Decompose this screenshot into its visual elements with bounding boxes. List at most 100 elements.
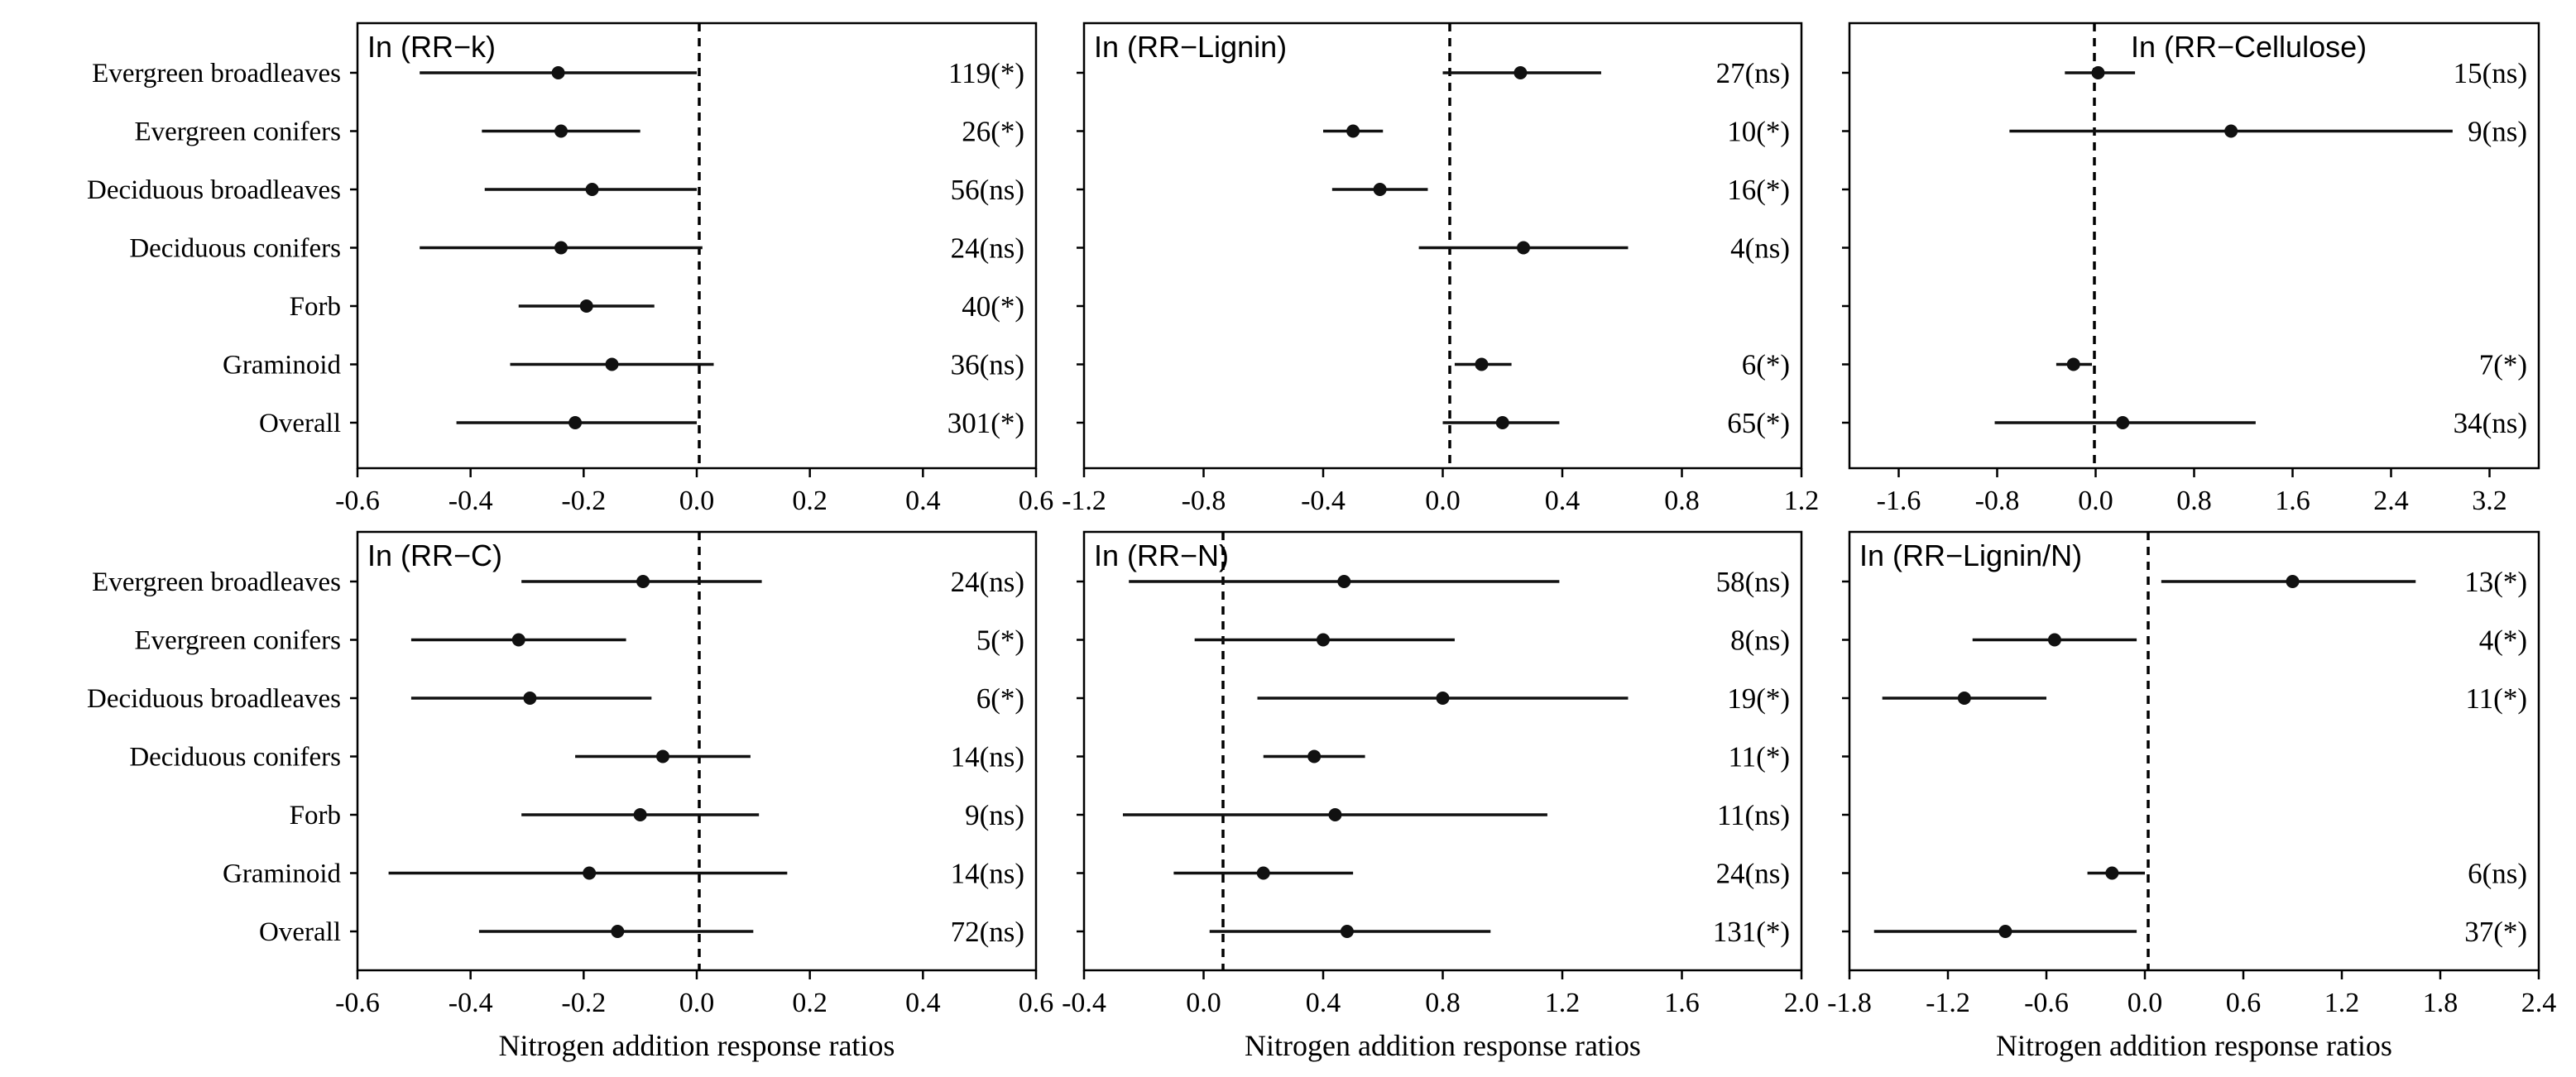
sample-size-label: 6(*) — [1742, 349, 1790, 381]
mean-point — [2105, 866, 2119, 880]
sample-size-label: 11(*) — [1728, 741, 1790, 773]
category-label: Evergreen broadleaves — [92, 567, 341, 597]
sample-size-label: 16(*) — [1727, 174, 1790, 206]
x-tick-label: 3.2 — [2472, 486, 2507, 516]
x-tick-label: -0.2 — [561, 988, 606, 1018]
x-tick-label: 0.4 — [1545, 486, 1581, 516]
sample-size-label: 7(*) — [2479, 349, 2527, 381]
sample-size-label: 24(ns) — [951, 566, 1024, 598]
forest-panel-2: In (RR−Lignin) -1.2 -0.8 -0.4 0.0 0.4 0.8 1.2 27… — [1062, 22, 1820, 516]
category-label: Graminoid — [223, 859, 341, 889]
mean-point — [568, 416, 583, 429]
sample-size-label: 24(ns) — [1716, 858, 1790, 890]
x-tick-label: 0.4 — [1306, 988, 1341, 1018]
category-label: Deciduous broadleaves — [87, 684, 341, 714]
sample-size-label: 19(*) — [1727, 682, 1790, 715]
x-tick-label: -0.2 — [561, 486, 606, 516]
panel-frame — [1848, 22, 2540, 470]
mean-point — [1256, 866, 1270, 880]
mean-point — [1317, 633, 1330, 647]
x-tick-label: 1.8 — [2423, 988, 2458, 1018]
mean-point — [1373, 183, 1387, 196]
sample-size-label: 6(ns) — [2468, 858, 2527, 890]
mean-point — [2224, 124, 2238, 138]
x-tick-label: -0.8 — [1182, 486, 1226, 516]
panel-frame — [1848, 530, 2540, 972]
mean-point — [605, 357, 619, 371]
sample-size-label: 36(ns) — [951, 349, 1024, 381]
mean-point — [1517, 241, 1531, 255]
x-tick-label: 1.2 — [1784, 486, 1820, 516]
x-tick-label: 2.4 — [2521, 988, 2557, 1018]
mean-point — [2286, 575, 2300, 588]
category-label: Deciduous broadleaves — [87, 175, 341, 205]
sample-size-label: 4(ns) — [1730, 232, 1790, 265]
mean-point — [1346, 124, 1360, 138]
forest-panel-3: In (RR−Cellulose) -1.6 -0.8 0.0 0.8 1.6 2.4 3.2… — [1842, 22, 2540, 516]
x-tick-label: 0.8 — [1425, 988, 1461, 1018]
forest-panel-6: In (RR−Lignin/N) -1.8 -1.2 -0.6 0.0 0.6 1.2 1.8… — [1827, 530, 2557, 1062]
mean-point — [611, 925, 625, 938]
category-label: Evergreen conifers — [134, 117, 341, 147]
category-label: Evergreen broadleaves — [92, 59, 341, 89]
sample-size-label: 56(ns) — [951, 174, 1024, 206]
mean-point — [579, 299, 593, 313]
sample-size-label: 40(*) — [962, 290, 1024, 323]
sample-size-label: 11(ns) — [1717, 799, 1790, 831]
x-tick-label: -0.6 — [335, 988, 380, 1018]
mean-point — [1998, 925, 2012, 938]
x-tick-label: -0.6 — [335, 486, 380, 516]
panel-title: In (RR−k) — [367, 30, 496, 64]
sample-size-label: 27(ns) — [1716, 57, 1790, 89]
mean-point — [1328, 808, 1342, 821]
x-tick-label: -0.6 — [2024, 988, 2069, 1018]
mean-point — [2066, 357, 2080, 371]
forest-panel-1: In (RR−k) -0.6 -0.4 -0.2 0.0 0.2 0.4 0.6 Evergre… — [87, 22, 1053, 516]
panel-frame — [356, 22, 1038, 470]
forest-panel-5: In (RR−N) -0.4 0.0 0.4 0.8 1.2 1.6 2.0 58(ns) 8(n… — [1062, 530, 1820, 1062]
category-label: Overall — [259, 917, 341, 947]
x-tick-label: 1.6 — [2275, 486, 2310, 516]
x-tick-label: 0.2 — [792, 988, 827, 1018]
sample-size-label: 14(ns) — [951, 858, 1024, 890]
category-label: Deciduous conifers — [129, 234, 341, 264]
x-tick-label: 2.0 — [1784, 988, 1820, 1018]
sample-size-label: 34(ns) — [2454, 407, 2527, 439]
mean-point — [2116, 416, 2130, 429]
category-label: Overall — [259, 409, 341, 438]
panel-title: In (RR−Lignin/N) — [1859, 538, 2082, 572]
x-tick-label: 1.2 — [2324, 988, 2360, 1018]
sample-size-label: 14(ns) — [951, 741, 1024, 773]
panel-title: In (RR−C) — [367, 538, 502, 572]
x-tick-label: 0.4 — [905, 486, 941, 516]
mean-point — [1957, 692, 1971, 705]
sample-size-label: 9(ns) — [2468, 116, 2527, 148]
mean-point — [636, 575, 650, 588]
mean-point — [554, 241, 568, 255]
category-label: Forb — [290, 292, 341, 322]
mean-point — [633, 808, 647, 821]
panel-frame — [1082, 530, 1803, 972]
x-tick-label: 0.4 — [905, 988, 941, 1018]
x-axis-title: Nitrogen addition response ratios — [499, 1029, 895, 1062]
sample-size-label: 15(ns) — [2454, 57, 2527, 89]
panel-title: In (RR−Lignin) — [1094, 30, 1287, 64]
panel-title: In (RR−N) — [1094, 538, 1229, 572]
x-tick-label: 0.0 — [1425, 486, 1461, 516]
mean-point — [511, 633, 525, 647]
category-label: Deciduous conifers — [129, 743, 341, 773]
sample-size-label: 72(ns) — [951, 916, 1024, 948]
sample-size-label: 131(*) — [1713, 916, 1790, 948]
mean-point — [585, 183, 599, 196]
mean-point — [554, 124, 568, 138]
x-tick-label: -1.2 — [1062, 486, 1106, 516]
sample-size-label: 37(*) — [2464, 916, 2527, 948]
x-tick-label: 0.0 — [2078, 486, 2113, 516]
mean-point — [1340, 925, 1354, 938]
sample-size-label: 10(*) — [1727, 116, 1790, 148]
x-tick-label: 0.0 — [2127, 988, 2163, 1018]
x-tick-label: -1.2 — [1926, 988, 1970, 1018]
category-label: Forb — [290, 801, 341, 830]
x-tick-label: 0.0 — [679, 486, 715, 516]
